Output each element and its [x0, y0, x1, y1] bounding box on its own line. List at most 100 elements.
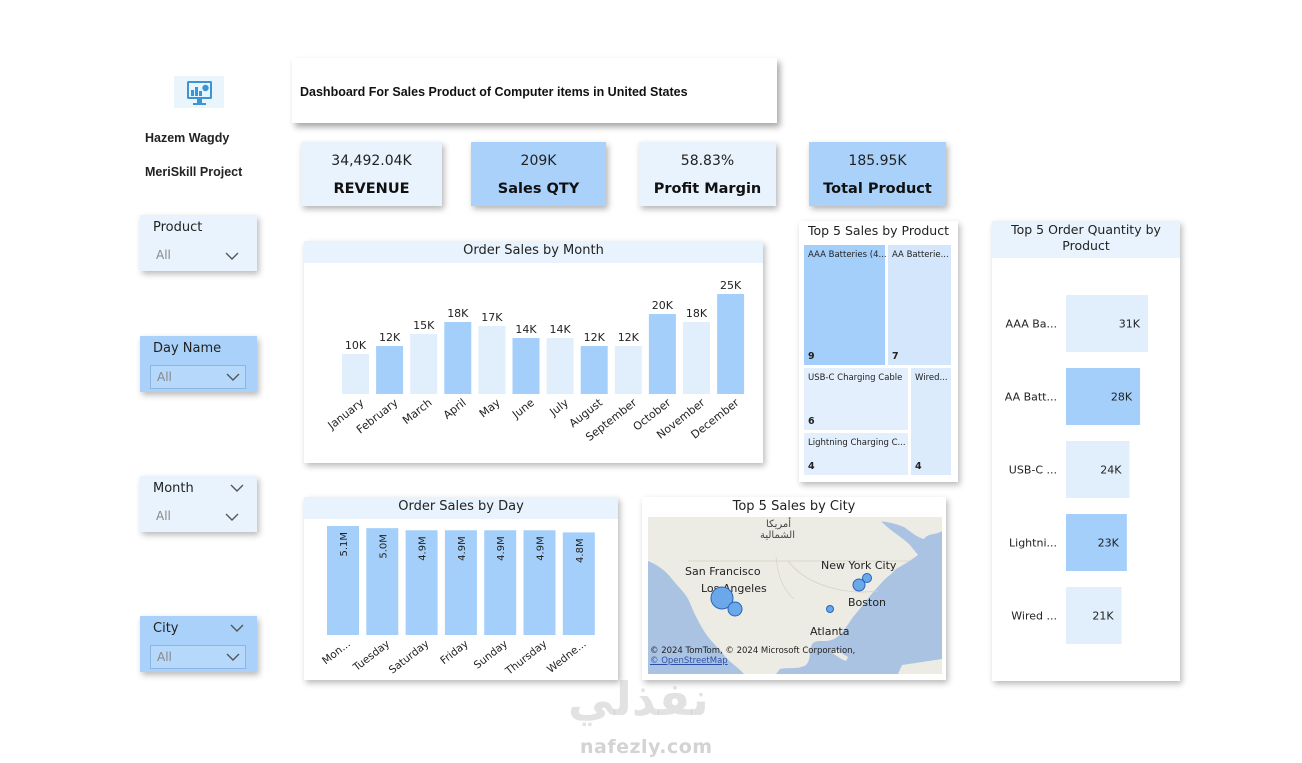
- map-bubble-new-york-city[interactable]: [852, 578, 866, 592]
- day-bar[interactable]: [366, 528, 399, 635]
- month-value-label: 12K: [618, 331, 640, 344]
- day-bar[interactable]: [327, 526, 359, 635]
- chevron-down-icon: [226, 653, 240, 661]
- treemap-tile[interactable]: USB-C Charging Cable 6: [804, 368, 908, 430]
- city-dropdown[interactable]: All: [150, 645, 246, 669]
- watermark-latin: nafezly.com: [580, 736, 713, 758]
- day-bar-chart[interactable]: 5.1M Mon... 5.0M Tuesday 4.9M Saturday 4.9M Fri…: [304, 519, 618, 680]
- tile-name: Lightning Charging C...: [808, 438, 906, 448]
- qty-bar[interactable]: [1066, 368, 1141, 425]
- kpi-profit-margin: 58.83% Profit Margin: [639, 142, 776, 206]
- map-bubble-atlanta[interactable]: [826, 605, 834, 613]
- qty-category-label: USB-C ...: [1009, 464, 1057, 477]
- tile-value: 4: [915, 461, 922, 472]
- qty-bar[interactable]: [1066, 295, 1148, 352]
- qty-category-label: AA Batt...: [1005, 391, 1057, 404]
- month-bar[interactable]: [512, 338, 540, 394]
- map-area[interactable]: أمريكا الشمالية San Francisco Los Angele…: [648, 517, 942, 674]
- qty-bar-chart[interactable]: 31K AAA Ba... 28K AA Batt... 24K USB-C ... 23K…: [992, 258, 1180, 681]
- day-bar[interactable]: [562, 532, 595, 635]
- city-label: Boston: [848, 596, 887, 609]
- treemap-tile[interactable]: AA Batterie... 7: [888, 245, 951, 365]
- month-tick-label: March: [400, 396, 434, 427]
- month-value-label: 17K: [481, 311, 503, 324]
- day-bar[interactable]: [444, 530, 477, 635]
- month-bar[interactable]: [342, 354, 369, 394]
- month-value-label: 20K: [652, 299, 674, 312]
- day-tick-label: Thursday: [503, 638, 550, 678]
- day-bar[interactable]: [405, 530, 438, 635]
- qty-chart-card[interactable]: Top 5 Order Quantity by Product 31K AAA B…: [992, 221, 1180, 681]
- month-value-label: 18K: [447, 307, 469, 320]
- qty-value-label: 31K: [1119, 318, 1141, 331]
- day-name-dropdown[interactable]: All: [150, 365, 246, 389]
- day-tick-label: Friday: [438, 638, 470, 667]
- month-bar[interactable]: [410, 334, 438, 394]
- city-label: New York City: [821, 559, 897, 572]
- logo-icon: [174, 76, 224, 108]
- kpi-label: Total Product: [823, 181, 932, 197]
- day-tick-label: Tuesday: [350, 638, 392, 674]
- treemap-tile[interactable]: Lightning Charging C... 4: [804, 433, 908, 475]
- slicer-label: Day Name: [153, 341, 222, 356]
- map-bubble-san-francisco[interactable]: [710, 586, 734, 610]
- product-treemap-card[interactable]: Top 5 Sales by Product AAA Batteries (4.…: [799, 221, 958, 482]
- treemap-tile[interactable]: Wired... 4: [911, 368, 951, 475]
- tile-name: USB-C Charging Cable: [808, 373, 903, 383]
- dashboard-title: Dashboard For Sales Product of Computer …: [300, 85, 688, 99]
- day-value-label: 5.0M: [378, 534, 389, 559]
- tile-name: AA Batterie...: [892, 250, 949, 260]
- qty-bar[interactable]: [1066, 514, 1127, 571]
- month-bar[interactable]: [444, 322, 472, 394]
- map-bubble-los-angeles[interactable]: [727, 601, 743, 617]
- qty-bar[interactable]: [1066, 441, 1130, 498]
- city-label: Atlanta: [810, 625, 850, 638]
- month-bar[interactable]: [717, 294, 745, 394]
- qty-value-label: 24K: [1100, 464, 1122, 477]
- openstreetmap-link[interactable]: © OpenStreetMap: [650, 656, 728, 666]
- kpi-value: 209K: [520, 153, 557, 169]
- day-tick-label: Wedne...: [545, 638, 589, 676]
- slicer-month[interactable]: Month All: [140, 476, 257, 532]
- day-value-label: 4.8M: [575, 538, 586, 563]
- map-landmass: [648, 517, 942, 674]
- kpi-value: 185.95K: [848, 153, 907, 169]
- month-bar[interactable]: [376, 346, 404, 394]
- treemap-tile[interactable]: AAA Batteries (4... 9: [804, 245, 886, 365]
- month-bar-chart[interactable]: 10KJanuary12KFebruary15KMarch18KApril17K…: [304, 263, 763, 463]
- month-value-label: 12K: [379, 331, 401, 344]
- tile-name: Wired...: [915, 373, 948, 383]
- month-value-label: 15K: [413, 319, 435, 332]
- slicer-city[interactable]: City All: [140, 616, 257, 672]
- month-bar[interactable]: [614, 346, 642, 394]
- qty-bar[interactable]: [1066, 587, 1122, 644]
- day-bar[interactable]: [484, 530, 517, 635]
- product-dropdown[interactable]: All: [150, 244, 246, 268]
- slicer-label: Month: [153, 481, 194, 496]
- qty-value-label: 21K: [1092, 610, 1114, 623]
- month-bar[interactable]: [683, 322, 710, 394]
- month-bar[interactable]: [580, 346, 608, 394]
- slicer-label: Product: [153, 220, 203, 235]
- map-attribution: © 2024 TomTom, © 2024 Microsoft Corporat…: [650, 646, 856, 656]
- month-value-label: 12K: [584, 331, 606, 344]
- month-bar[interactable]: [546, 338, 574, 394]
- slicer-day-name[interactable]: Day Name All: [140, 336, 257, 392]
- chevron-down-icon[interactable]: [230, 624, 244, 633]
- month-bar[interactable]: [478, 326, 506, 394]
- day-bar[interactable]: [523, 530, 556, 635]
- month-bar[interactable]: [648, 314, 676, 394]
- chevron-down-icon[interactable]: [230, 484, 244, 493]
- kpi-label: REVENUE: [333, 181, 410, 197]
- day-value-label: 5.1M: [339, 532, 350, 557]
- month-dropdown[interactable]: All: [150, 505, 246, 529]
- tile-value: 4: [808, 461, 815, 472]
- title-box: Dashboard For Sales Product of Computer …: [292, 58, 777, 123]
- region-label: الشمالية: [760, 530, 795, 541]
- city-map-card[interactable]: Top 5 Sales by City أمريكا الشمالية San …: [642, 497, 946, 680]
- slicer-product[interactable]: Product All: [140, 215, 257, 271]
- month-chart-card[interactable]: Order Sales by Month 10K January 12K Februa…: [304, 241, 763, 463]
- month-value-label: 14K: [549, 323, 571, 336]
- map-bubble-boston[interactable]: [862, 573, 872, 583]
- day-chart-card[interactable]: Order Sales by Day 5.1M Mon... 5.0M Tuesday…: [304, 497, 618, 680]
